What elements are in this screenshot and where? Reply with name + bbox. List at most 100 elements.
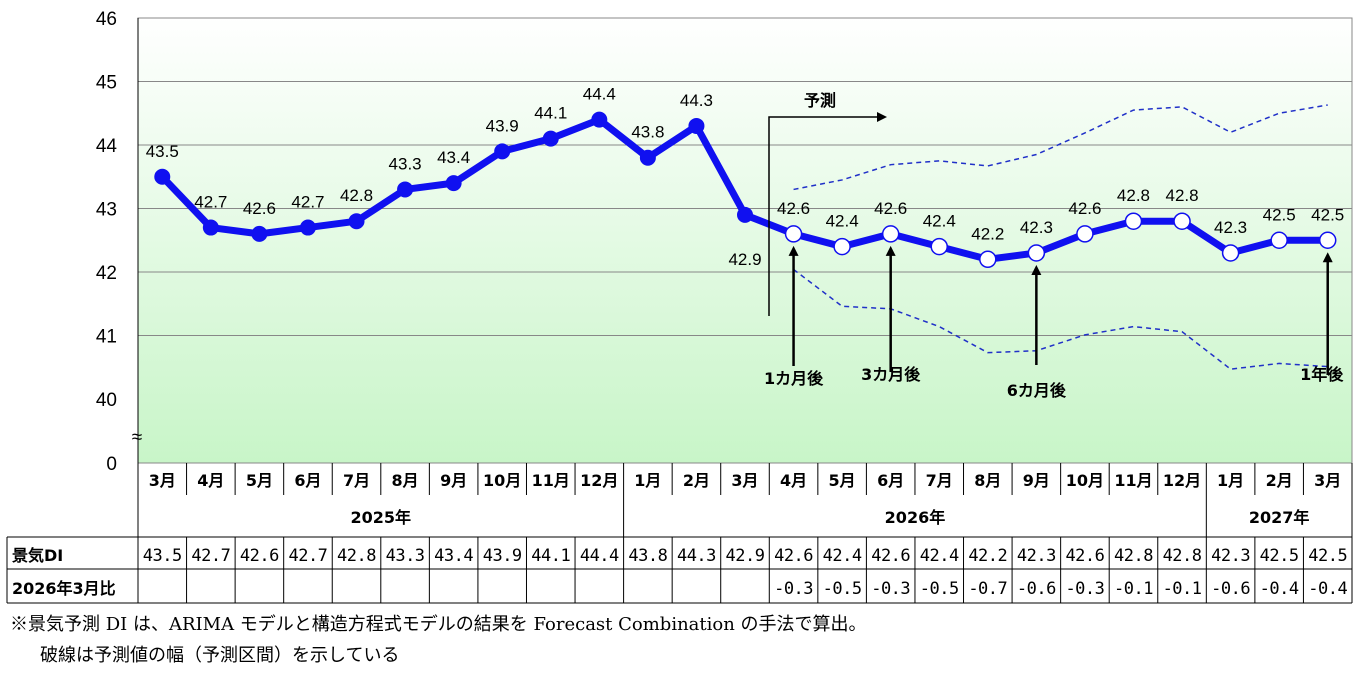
data-label: 42.7: [291, 193, 324, 212]
di-value-cell: 43.8: [628, 546, 667, 566]
y-tick-label: 46: [96, 9, 117, 30]
forecast-arrow: [768, 112, 887, 316]
di-value-cell: 43.9: [483, 546, 522, 566]
lower-bound-line: [793, 268, 1328, 370]
forecast-point: [1124, 212, 1143, 230]
data-label: 43.3: [389, 154, 422, 173]
month-label: 1月: [1217, 471, 1244, 490]
data-label: 42.8: [1117, 186, 1150, 205]
di-value-cell: 42.6: [240, 546, 279, 566]
month-label: 4月: [780, 471, 807, 490]
y-tick-label: 42: [96, 263, 117, 284]
forecast-point: [930, 237, 948, 256]
month-label: 9月: [440, 471, 467, 490]
data-label: 43.5: [146, 142, 179, 161]
di-value-cell: 43.4: [434, 546, 473, 566]
row-label-di: 景気DI: [12, 546, 63, 565]
data-label: 42.4: [923, 212, 956, 231]
month-label: 5月: [829, 471, 856, 490]
year-label: 2025年: [351, 508, 412, 527]
data-label: 43.4: [437, 148, 470, 167]
actual-point: [591, 111, 608, 128]
di-value-cell: 42.6: [1065, 546, 1104, 566]
data-label: 43.9: [486, 116, 519, 135]
footnote-line1: ※景気予測 DI は、ARIMA モデルと構造方程式モデルの結果を Foreca…: [10, 614, 867, 635]
data-label: 44.1: [534, 104, 567, 123]
month-label: 6月: [877, 471, 904, 490]
di-value-cell: 42.7: [191, 546, 230, 566]
data-label: 42.5: [1263, 205, 1296, 224]
diff-value-cell: -0.4: [1308, 579, 1347, 599]
actual-point: [251, 225, 268, 242]
actual-point: [494, 143, 511, 160]
di-value-cell: 42.7: [288, 546, 327, 566]
actual-point: [737, 206, 753, 223]
month-label: 7月: [343, 471, 370, 490]
diff-value-cell: -0.6: [1017, 579, 1056, 599]
actual-point: [688, 117, 705, 134]
y-tick-label: 43: [96, 200, 117, 221]
forecast-point: [1221, 244, 1240, 262]
diff-value-cell: -0.7: [968, 579, 1007, 599]
diff-value-cell: -0.3: [774, 579, 813, 599]
year-label: 2027年: [1249, 508, 1310, 527]
di-value-cell: 42.3: [1211, 546, 1250, 566]
month-label: 8月: [974, 471, 1001, 490]
di-value-cell: 44.4: [580, 546, 619, 566]
data-label: 42.6: [777, 199, 810, 218]
forecast-point: [1318, 231, 1337, 249]
upper-bound-line: [793, 104, 1328, 191]
di-value-cell: 42.8: [1163, 546, 1202, 566]
data-label: 44.3: [680, 91, 713, 110]
diff-value-cell: -0.1: [1163, 579, 1202, 599]
actual-point: [639, 149, 656, 166]
footnote-line2: 破線は予測値の幅（予測区間）を示している: [40, 645, 399, 666]
di-value-cell: 43.5: [143, 546, 182, 566]
data-label: 42.6: [874, 199, 907, 218]
diff-value-cell: -0.3: [871, 579, 910, 599]
di-value-cell: 42.8: [1114, 546, 1153, 566]
diff-value-cell: -0.3: [1065, 579, 1104, 599]
month-label: 8月: [392, 471, 419, 490]
forecast-point: [979, 250, 997, 269]
month-label: 6月: [294, 471, 321, 490]
actual-point: [397, 181, 414, 198]
month-label: 12月: [580, 471, 618, 490]
year-label: 2026年: [885, 508, 946, 527]
data-label: 42.7: [194, 193, 227, 212]
di-value-cell: 42.4: [823, 546, 862, 566]
month-label: 10月: [1066, 471, 1104, 490]
month-label: 1月: [634, 471, 661, 490]
month-label: 3月: [149, 471, 176, 490]
forecast-point: [1270, 231, 1288, 249]
di-value-cell: 44.3: [677, 546, 716, 566]
month-label: 2月: [683, 471, 710, 490]
y-tick-label: 0: [106, 454, 117, 475]
diff-value-cell: -0.4: [1260, 579, 1299, 599]
data-label: 43.8: [631, 123, 664, 142]
month-label: 9月: [1023, 471, 1050, 490]
di-value-cell: 42.6: [871, 546, 910, 566]
data-label: 42.3: [1020, 218, 1053, 237]
data-label: 42.5: [1311, 205, 1344, 224]
month-label: 3月: [731, 471, 758, 490]
y-tick-label: 45: [96, 73, 117, 94]
di-value-cell: 42.6: [774, 546, 813, 566]
actual-point: [348, 213, 365, 230]
di-value-cell: 42.8: [337, 546, 376, 566]
annotation-label: 6カ月後: [1007, 381, 1067, 400]
data-label: 42.6: [1068, 199, 1101, 218]
annotation-label: 3カ月後: [861, 365, 921, 384]
month-label: 12月: [1163, 471, 1201, 490]
month-label: 11月: [532, 471, 570, 490]
actual-point: [202, 219, 219, 236]
forecast-label: 予測: [804, 91, 836, 110]
forecast-point: [881, 225, 900, 243]
month-label: 2月: [1266, 471, 1293, 490]
data-label: 42.3: [1214, 218, 1247, 237]
forecast-point: [784, 225, 803, 243]
diff-value-cell: -0.1: [1114, 579, 1153, 599]
plot-area: [137, 17, 1353, 464]
y-tick-label: 41: [96, 327, 117, 348]
annotation-label: 1年後: [1300, 365, 1344, 384]
